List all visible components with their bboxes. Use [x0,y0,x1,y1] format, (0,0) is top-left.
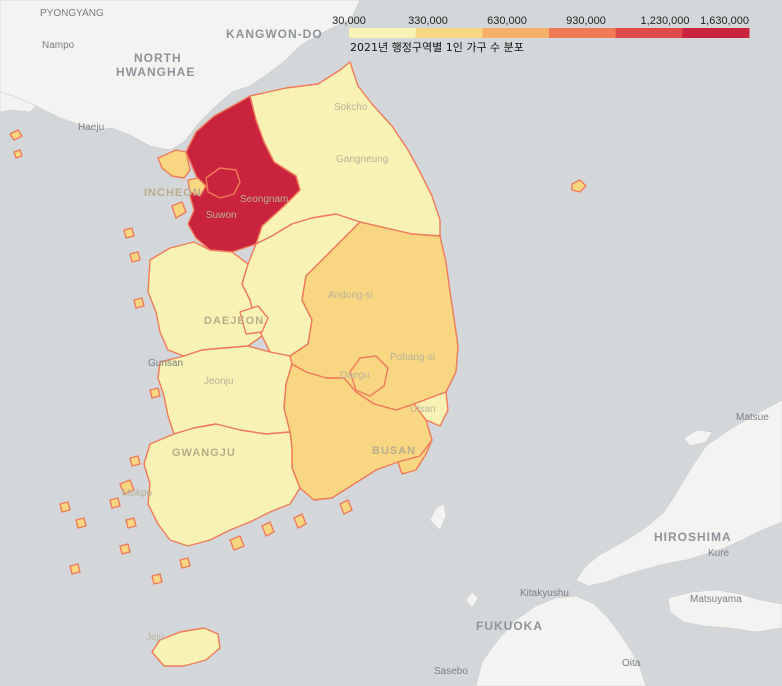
region-daegu[interactable] [349,355,389,397]
island-7[interactable] [149,387,161,399]
region-seoul[interactable] [205,167,241,199]
label-hiroshima: HIROSHIMA [654,530,732,544]
label-gangneung: Gangneung [336,154,388,165]
south-korea-regions[interactable] [9,61,587,667]
island-16[interactable] [179,557,191,569]
legend-tick-2: 330,000 [408,15,448,27]
legend-bin-6 [682,28,750,38]
island-2[interactable] [13,149,23,159]
label-north-hwanghae-2: HWANGHAE [116,65,195,79]
island-1[interactable] [9,129,23,141]
legend-tick-3: 630,000 [487,15,527,27]
label-matsuyama: Matsuyama [690,594,742,605]
label-kitakyushu: Kitakyushu [520,588,569,599]
region-jeonnam[interactable] [143,423,301,547]
region-incheon[interactable] [157,149,191,179]
legend-ticks: 30,000 330,000 630,000 930,000 1,230,000 1,63… [332,15,749,27]
island-10[interactable] [109,497,121,509]
label-mokpo: Mokpo [122,488,152,499]
label-incheon: INCHEON [144,187,202,199]
island-15[interactable] [69,563,81,575]
japan-island-3 [683,429,713,447]
region-busan[interactable] [397,439,433,475]
legend-bin-2 [415,28,483,38]
label-matsue: Matsue [736,412,769,423]
legend-color-bar [349,28,750,38]
island-4[interactable] [123,227,135,239]
japan-shikoku [667,589,782,633]
legend-title: 2021년 행정구역별 1인 가구 수 분포 [350,41,524,54]
label-daegu: Daegu [340,370,369,381]
island-19[interactable] [293,513,307,529]
region-daejeon[interactable] [239,305,269,335]
island-17[interactable] [229,535,245,551]
japan-island-2 [465,591,479,609]
label-busan: BUSAN [372,445,416,457]
label-gwangju: GWANGJU [172,447,236,459]
island-21[interactable] [151,573,163,585]
island-14[interactable] [59,501,71,513]
label-andong: Andong-si [328,290,373,301]
japan-kyushu [475,595,647,686]
island-20[interactable] [339,499,353,515]
label-jeonju: Jeonju [204,376,233,387]
legend-bin-5 [615,28,683,38]
island-6[interactable] [133,297,145,309]
label-oita: Oita [622,658,641,669]
region-ulsan[interactable] [413,391,449,427]
legend-bin-4 [549,28,617,38]
region-jeju[interactable] [151,627,221,667]
island-5[interactable] [129,251,141,263]
legend-tick-6: 1,630,000 [700,15,749,27]
island-13[interactable] [75,517,87,529]
label-gunsan: Gunsan [148,358,183,369]
island-11[interactable] [125,517,137,529]
china-land [0,91,37,113]
island-8[interactable] [129,455,141,467]
region-incheon-islands[interactable] [171,201,187,219]
label-north-hwanghae: NORTH [134,51,182,65]
label-haeju: Haeju [78,122,104,133]
island-18[interactable] [261,521,275,537]
island-3[interactable] [571,179,587,193]
label-fukuoka: FUKUOKA [476,619,543,633]
legend-tick-1: 30,000 [332,15,366,27]
label-kangwon-do: KANGWON-DO [226,27,323,41]
island-9[interactable] [119,479,135,495]
label-daejeon: DAEJEON [204,315,264,327]
label-ulsan: Ulsan [410,404,436,415]
label-nampo: Nampo [42,40,75,51]
color-legend: 30,000 330,000 630,000 930,000 1,230,000 1,63… [332,15,750,54]
label-sasebo: Sasebo [434,666,468,677]
label-kure: Kure [708,548,730,559]
legend-bin-3 [482,28,550,38]
label-pyongyang: PYONGYANG [40,8,104,19]
label-sokcho: Sokcho [334,102,368,113]
japan-honshu [575,399,782,587]
legend-tick-4: 930,000 [566,15,606,27]
island-12[interactable] [119,543,131,555]
legend-tick-5: 1,230,000 [641,15,690,27]
north-korea-land [0,0,361,151]
label-suwon: Suwon [206,210,237,221]
label-seongnam: Seongnam [240,194,288,205]
label-jeju: Jeju [146,632,164,643]
legend-bin-1 [349,28,417,38]
japan-island-1 [429,503,447,531]
label-pohang: Pohang-si [390,352,435,363]
map-labels: PYONGYANG Nampo NORTH HWANGHAE KANGWON-D… [40,8,769,677]
region-incheon-2[interactable] [187,177,207,197]
